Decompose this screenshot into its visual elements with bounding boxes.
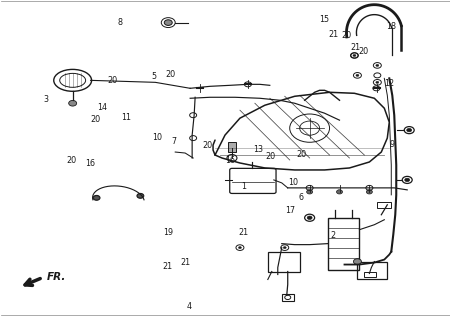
Text: 20: 20 bbox=[297, 150, 307, 159]
Text: 12: 12 bbox=[384, 79, 395, 88]
Circle shape bbox=[405, 178, 410, 182]
Circle shape bbox=[354, 259, 361, 264]
Text: 5: 5 bbox=[151, 72, 156, 81]
Circle shape bbox=[407, 128, 412, 132]
Bar bbox=[358, 261, 387, 279]
Circle shape bbox=[366, 190, 373, 194]
Text: 20: 20 bbox=[265, 152, 276, 161]
Text: 15: 15 bbox=[319, 15, 329, 24]
Circle shape bbox=[164, 20, 172, 25]
Text: 20: 20 bbox=[166, 70, 176, 79]
Text: 3: 3 bbox=[43, 95, 48, 104]
Text: 4: 4 bbox=[186, 302, 191, 311]
Circle shape bbox=[239, 246, 241, 249]
Bar bbox=[327, 218, 359, 269]
Text: 20: 20 bbox=[359, 47, 369, 56]
Text: 16: 16 bbox=[85, 159, 95, 168]
Text: 21: 21 bbox=[162, 262, 172, 271]
Text: 2: 2 bbox=[331, 231, 336, 240]
Text: 1: 1 bbox=[241, 182, 246, 191]
Text: 20: 20 bbox=[90, 115, 100, 124]
Text: 7: 7 bbox=[171, 137, 176, 146]
Text: 14: 14 bbox=[97, 103, 107, 112]
Text: 20: 20 bbox=[107, 76, 117, 85]
Bar bbox=[282, 294, 294, 301]
Circle shape bbox=[376, 64, 379, 67]
Circle shape bbox=[307, 216, 312, 220]
Circle shape bbox=[353, 54, 356, 57]
Circle shape bbox=[356, 74, 359, 76]
Text: 9: 9 bbox=[389, 140, 394, 149]
Text: 13: 13 bbox=[253, 145, 263, 154]
Bar bbox=[364, 271, 376, 277]
Circle shape bbox=[138, 194, 143, 198]
Text: 20: 20 bbox=[67, 156, 77, 164]
Text: 11: 11 bbox=[121, 114, 131, 123]
Circle shape bbox=[69, 100, 77, 106]
Text: 16: 16 bbox=[225, 156, 235, 165]
Bar bbox=[228, 142, 236, 152]
Text: 20: 20 bbox=[202, 141, 212, 150]
Circle shape bbox=[376, 81, 379, 84]
Text: 6: 6 bbox=[299, 193, 304, 202]
Text: 21: 21 bbox=[239, 228, 249, 237]
Text: FR.: FR. bbox=[47, 273, 66, 283]
Circle shape bbox=[336, 190, 342, 194]
Circle shape bbox=[283, 246, 286, 249]
Text: 18: 18 bbox=[387, 22, 396, 31]
Text: 17: 17 bbox=[285, 206, 296, 215]
Bar bbox=[268, 252, 299, 271]
Text: 19: 19 bbox=[163, 228, 173, 237]
Text: 21: 21 bbox=[180, 258, 190, 267]
Text: 10: 10 bbox=[152, 132, 162, 141]
Text: 8: 8 bbox=[117, 18, 123, 27]
Text: 10: 10 bbox=[288, 179, 298, 188]
Text: 20: 20 bbox=[342, 31, 352, 40]
Circle shape bbox=[93, 196, 100, 200]
Text: 21: 21 bbox=[328, 30, 338, 39]
Text: 21: 21 bbox=[351, 43, 361, 52]
Bar bbox=[377, 202, 391, 208]
Circle shape bbox=[307, 190, 313, 194]
